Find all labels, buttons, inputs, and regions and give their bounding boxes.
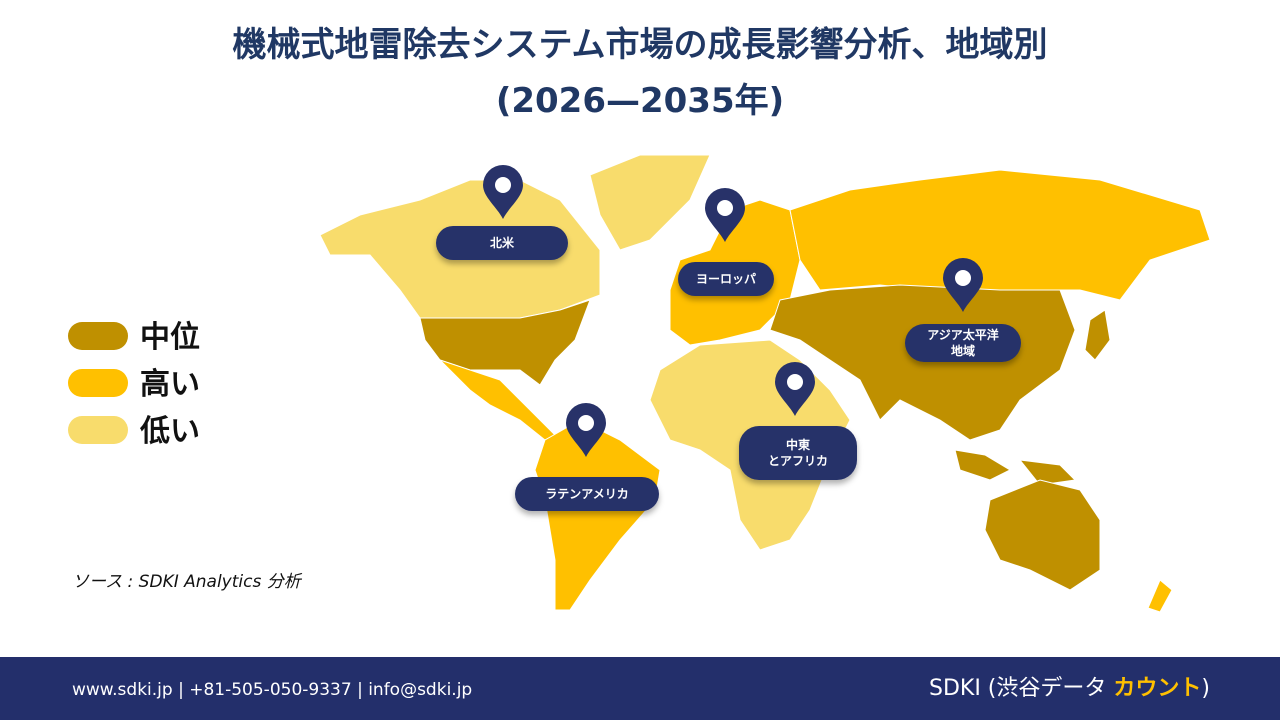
legend-swatch	[68, 322, 128, 350]
pin-dot	[717, 200, 733, 216]
pin-dot	[787, 374, 803, 390]
region-label-line: 北米	[490, 235, 515, 250]
region-label-box	[436, 226, 568, 260]
brand-accent: カウント	[1113, 676, 1201, 701]
source: ソース : SDKI Analytics 分析	[72, 572, 303, 592]
region-label: 北米	[490, 235, 515, 250]
region-label: ラテンアメリカ	[545, 487, 628, 501]
region-label-box	[678, 262, 774, 296]
region-label-box	[515, 477, 659, 511]
region-label-line: 中東	[786, 437, 810, 452]
world-map	[319, 154, 1211, 613]
region-label-box	[739, 426, 857, 480]
region-label-line: ヨーロッパ	[696, 272, 756, 286]
region-label: 中東とアフリカ	[768, 437, 828, 468]
brand-close: )	[1201, 676, 1210, 701]
legend: 中位 高い 低い	[68, 320, 200, 449]
region-label-box	[905, 324, 1021, 362]
legend-label: 高い	[140, 367, 200, 402]
title: 機械式地雷除去システム市場の成長影響分析、地域別	[233, 25, 1048, 65]
legend-swatch	[68, 369, 128, 397]
region-label-line: アジア太平洋	[927, 327, 999, 342]
footer-bar	[0, 657, 1280, 720]
pin-dot	[578, 415, 594, 431]
brand: SDKI (渋谷データ	[929, 676, 1106, 701]
legend-label: 低い	[139, 414, 200, 449]
region-label-line: 地域	[951, 343, 975, 358]
footer-contact: www.sdki.jp | +81-505-050-9337 | info@sd…	[72, 680, 472, 700]
legend-label: 中位	[140, 320, 200, 355]
legend-swatch	[68, 416, 128, 444]
subtitle: (2026—2035年)	[496, 81, 784, 121]
region-label: アジア太平洋地域	[927, 327, 999, 358]
pin-dot	[955, 270, 971, 286]
region-label-line: とアフリカ	[768, 454, 828, 468]
region-label-line: ラテンアメリカ	[545, 487, 628, 501]
region-label: ヨーロッパ	[696, 272, 756, 286]
footer-brand: SDKI (渋谷データ カウント)	[929, 676, 1210, 701]
pin-dot	[495, 177, 511, 193]
